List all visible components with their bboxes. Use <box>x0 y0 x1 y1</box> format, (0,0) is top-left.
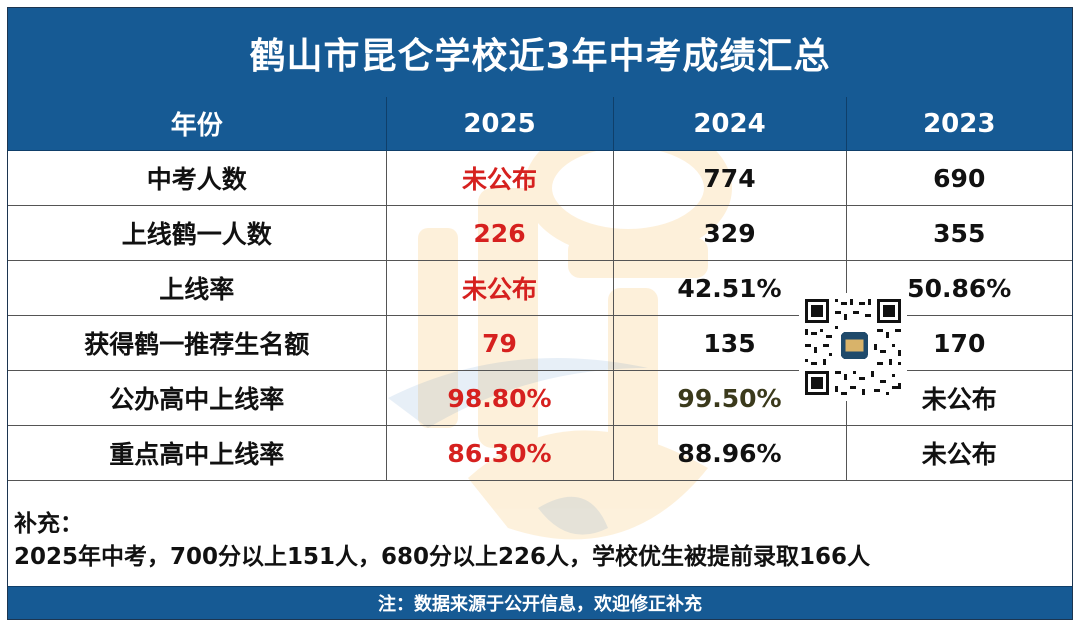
cell-2025: 226 <box>385 205 614 261</box>
table-row: 公办高中上线率 98.80% 99.50% 未公布 <box>8 370 1072 426</box>
row-label: 获得鹤一推荐生名额 <box>8 315 387 371</box>
column-header-2025: 2025 <box>385 97 614 151</box>
column-header-2023: 2023 <box>845 97 1072 151</box>
row-label: 中考人数 <box>8 150 387 206</box>
cell-2023: 690 <box>845 150 1072 206</box>
row-label: 上线鹤一人数 <box>8 205 387 261</box>
cell-2025: 86.30% <box>385 425 614 481</box>
table-row: 重点高中上线率 86.30% 88.96% 未公布 <box>8 425 1072 481</box>
supplement-notes: 补充： 2025年中考，700分以上151人，680分以上226人，学校优生被提… <box>8 479 1072 588</box>
cell-2025: 未公布 <box>385 260 614 316</box>
cell-2024: 88.96% <box>612 425 847 481</box>
cell-2025: 98.80% <box>385 370 614 426</box>
table-row: 上线鹤一人数 226 329 355 <box>8 205 1072 261</box>
row-label: 公办高中上线率 <box>8 370 387 426</box>
cell-2024: 329 <box>612 205 847 261</box>
notes-text: 2025年中考，700分以上151人，680分以上226人，学校优生被提前录取1… <box>14 544 871 570</box>
notes-heading: 补充： <box>14 511 83 537</box>
column-header-2024: 2024 <box>612 97 847 151</box>
table-row: 中考人数 未公布 774 690 <box>8 150 1072 206</box>
source-footer: 注：数据来源于公开信息，欢迎修正补充 <box>8 586 1072 619</box>
row-label: 上线率 <box>8 260 387 316</box>
qr-code-icon[interactable] <box>799 293 907 401</box>
row-label: 重点高中上线率 <box>8 425 387 481</box>
table-row: 获得鹤一推荐生名额 79 135 170 <box>8 315 1072 371</box>
cell-2025: 未公布 <box>385 150 614 206</box>
cell-2025: 79 <box>385 315 614 371</box>
cell-2024: 774 <box>612 150 847 206</box>
cell-2023: 355 <box>845 205 1072 261</box>
column-header-year: 年份 <box>8 97 387 151</box>
table-row: 上线率 未公布 42.51% 50.86% <box>8 260 1072 316</box>
results-table: 年份 2025 2024 2023 中考人数 未公布 774 690 上线鹤一人… <box>8 97 1072 481</box>
table-header-row: 年份 2025 2024 2023 <box>8 97 1072 151</box>
results-summary-sheet: 鹤山市昆仑学校近3年中考成绩汇总 年份 2025 2024 2023 中考人数 … <box>7 7 1073 620</box>
page-title: 鹤山市昆仑学校近3年中考成绩汇总 <box>8 8 1072 98</box>
cell-2023: 未公布 <box>845 425 1072 481</box>
